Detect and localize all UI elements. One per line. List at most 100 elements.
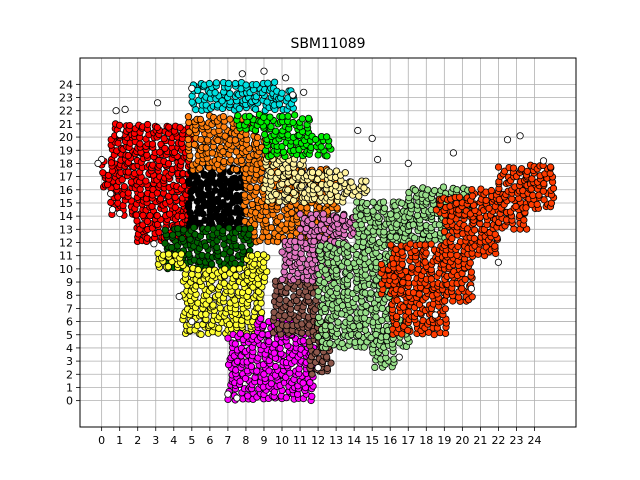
scatter-point [308,370,316,378]
scatter-point [503,136,512,144]
scatter-point [94,159,102,167]
scatter-point [202,242,210,250]
scatter-point [494,258,502,266]
scatter-point [379,198,388,206]
scatter-point [523,167,531,175]
scatter-point [314,364,322,372]
scatter-point [253,367,261,375]
scatter-point [349,322,357,330]
scatter-point [184,113,192,121]
y-tick-label: 10 [59,263,73,276]
scatter-point [243,309,251,317]
scatter-point [411,186,419,194]
scatter-point [231,340,239,348]
scatter-point [468,192,477,200]
scatter-point [197,136,205,144]
scatter-point [387,241,395,249]
x-tick-label: 1 [116,434,123,447]
scatter-point [229,265,237,273]
scatter-point [467,284,475,293]
y-tick-label: 6 [66,316,73,329]
y-tick-label: 9 [66,276,73,289]
scatter-point [257,314,265,323]
scatter-point [225,224,233,232]
scatter-point [310,237,318,245]
scatter-point [539,157,548,165]
scatter-point [276,213,284,221]
scatter-point [276,344,284,352]
scatter-point [407,263,416,271]
scatter-point [323,133,331,141]
scatter-point [267,224,276,232]
scatter-point [297,233,305,241]
scatter-point [104,171,113,179]
scatter-point [133,217,141,225]
scatter-point [333,284,341,292]
scatter-point [196,115,204,124]
scatter-point [308,168,317,176]
scatter-point [289,91,297,99]
scatter-point [190,140,199,149]
x-tick-label: 0 [98,434,105,447]
scatter-point [165,250,173,258]
scatter-point [236,330,244,338]
scatter-point [395,353,403,361]
scatter-point [196,164,204,172]
scatter-point [332,182,340,190]
scatter-point [124,189,132,197]
scatter-point [219,113,227,121]
scatter-point [323,152,331,160]
scatter-point [427,240,435,248]
scatter-point [422,249,430,257]
scatter-point [257,299,265,307]
scatter-point [361,326,369,334]
scatter-point [116,121,124,129]
scatter-point [253,250,262,259]
y-tick-label: 12 [59,237,73,250]
scatter-point [281,312,289,320]
scatter-point [150,240,158,248]
scatter-point [211,186,219,194]
scatter-point [164,160,173,168]
scatter-point [220,215,229,223]
scatter-point [231,296,239,304]
scatter-point [343,259,352,267]
scatter-point [270,78,279,86]
x-tick-label: 4 [170,434,177,447]
scatter-point [520,216,528,224]
y-tick-label: 11 [59,250,73,263]
scatter-point [126,122,134,130]
scatter-point [220,123,228,131]
scatter-point [326,339,334,347]
scatter-point [278,89,286,97]
scatter-point [332,266,340,274]
scatter-point [252,81,260,89]
scatter-point [225,320,234,328]
scatter-point [421,241,429,249]
scatter-point [231,136,239,144]
scatter-point [319,210,327,218]
scatter-point [539,187,548,195]
scatter-point [404,308,413,316]
scatter-point [399,278,407,286]
scatter-point [252,105,260,113]
y-tick-label: 4 [66,342,73,355]
y-tick-label: 19 [59,144,73,157]
scatter-point [154,99,162,107]
scatter-point [431,311,439,319]
scatter-point [360,184,368,192]
scatter-point [99,169,107,177]
scatter-point [121,105,129,114]
scatter-point [205,79,213,88]
y-tick-label: 13 [59,223,73,236]
scatter-point [363,199,371,208]
y-tick-label: 18 [59,157,73,170]
scatter-point [116,130,124,138]
scatter-point [136,140,144,148]
scatter-point [354,126,362,135]
scatter-point [107,198,115,206]
scatter-point [202,144,210,152]
scatter-point [180,226,188,234]
scatter-point [245,287,253,295]
y-tick-label: 7 [66,302,73,315]
